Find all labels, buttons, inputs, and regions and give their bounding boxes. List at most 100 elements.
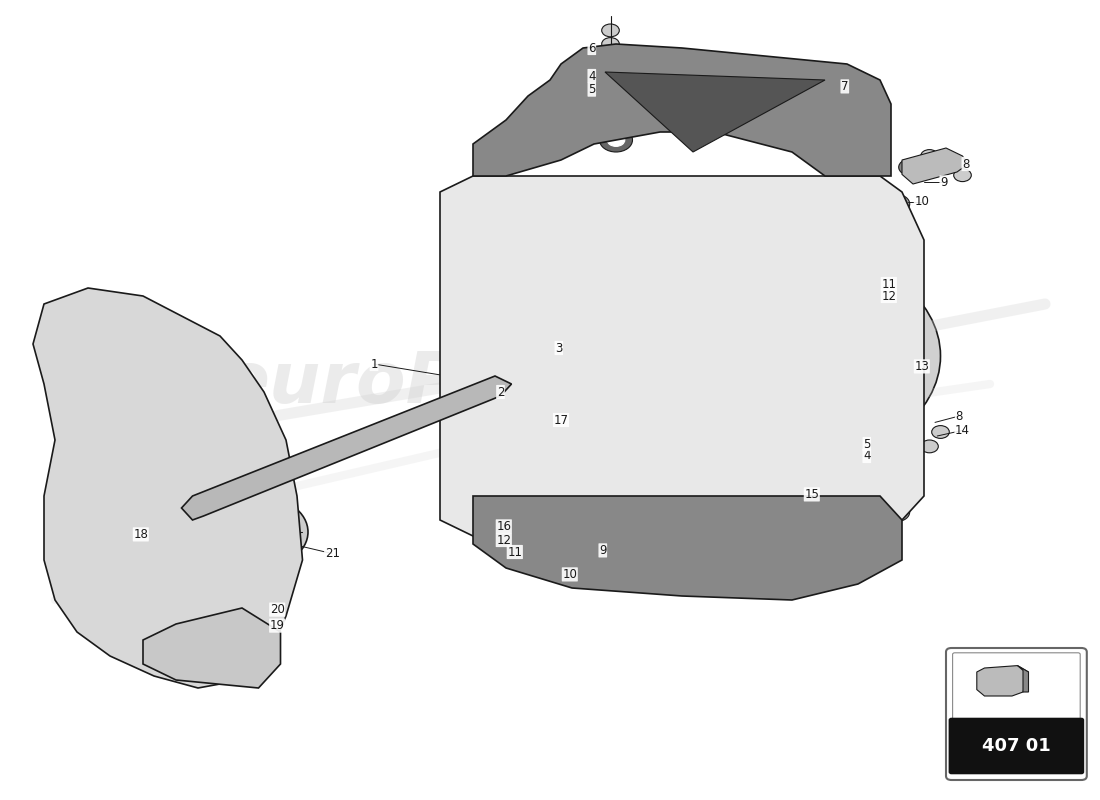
Text: 10: 10 (914, 195, 929, 208)
Circle shape (932, 426, 949, 438)
Text: 12: 12 (496, 534, 512, 546)
Text: 15: 15 (804, 488, 820, 501)
Text: 19: 19 (270, 619, 285, 632)
Text: 13: 13 (914, 360, 929, 373)
Polygon shape (143, 608, 280, 688)
Circle shape (242, 668, 264, 684)
Text: 8: 8 (956, 410, 962, 422)
Circle shape (695, 70, 713, 82)
Circle shape (478, 488, 500, 504)
Circle shape (641, 178, 668, 198)
Text: 10: 10 (562, 568, 578, 581)
Text: 18: 18 (133, 528, 148, 541)
Circle shape (669, 534, 695, 554)
Polygon shape (1018, 666, 1028, 692)
FancyBboxPatch shape (953, 653, 1080, 724)
Text: 9: 9 (600, 544, 606, 557)
Text: 7: 7 (842, 80, 848, 93)
Ellipse shape (493, 380, 537, 412)
Text: 12: 12 (881, 290, 896, 302)
Circle shape (761, 126, 779, 138)
Circle shape (644, 248, 940, 464)
Circle shape (688, 64, 720, 88)
Circle shape (487, 186, 514, 206)
Text: 5: 5 (588, 83, 595, 96)
Circle shape (500, 516, 522, 532)
Polygon shape (977, 666, 1028, 696)
Circle shape (576, 531, 590, 541)
Circle shape (899, 454, 916, 466)
Circle shape (754, 120, 786, 144)
Circle shape (459, 355, 542, 416)
Circle shape (578, 68, 610, 92)
Polygon shape (182, 376, 512, 520)
Circle shape (883, 194, 910, 214)
Circle shape (165, 496, 242, 552)
Circle shape (119, 322, 145, 342)
Circle shape (666, 264, 918, 448)
Text: 4: 4 (588, 70, 595, 82)
Circle shape (883, 502, 910, 522)
Circle shape (490, 502, 512, 518)
Text: 6: 6 (588, 42, 595, 54)
Circle shape (954, 169, 971, 182)
Polygon shape (33, 288, 302, 688)
Circle shape (598, 575, 612, 585)
Text: 407 01: 407 01 (982, 738, 1050, 755)
FancyBboxPatch shape (946, 648, 1087, 780)
Polygon shape (902, 148, 968, 184)
Circle shape (816, 82, 834, 94)
Circle shape (779, 530, 805, 550)
Circle shape (808, 76, 842, 100)
Circle shape (148, 588, 182, 612)
Text: 11: 11 (881, 278, 896, 290)
Circle shape (184, 510, 223, 538)
Circle shape (104, 312, 160, 352)
Circle shape (487, 346, 514, 366)
Text: 16: 16 (496, 520, 512, 533)
Polygon shape (473, 496, 902, 600)
Circle shape (641, 514, 668, 534)
Circle shape (602, 51, 619, 64)
Circle shape (160, 644, 182, 660)
Circle shape (99, 452, 132, 476)
Circle shape (99, 516, 132, 540)
Circle shape (204, 640, 226, 656)
Circle shape (602, 38, 619, 50)
Circle shape (675, 539, 689, 549)
Circle shape (785, 535, 799, 545)
Polygon shape (440, 176, 924, 536)
Circle shape (515, 464, 537, 480)
Text: 3: 3 (556, 342, 562, 354)
Text: 4: 4 (864, 450, 870, 462)
Circle shape (899, 159, 921, 175)
Circle shape (231, 632, 253, 648)
Circle shape (600, 128, 632, 152)
Ellipse shape (482, 372, 548, 420)
Text: 2: 2 (497, 386, 504, 398)
Circle shape (921, 150, 938, 162)
Circle shape (899, 442, 916, 454)
Circle shape (921, 440, 938, 453)
Text: 14: 14 (955, 424, 970, 437)
Circle shape (209, 496, 308, 568)
Circle shape (602, 24, 619, 37)
Circle shape (487, 514, 514, 534)
Circle shape (693, 284, 891, 428)
Text: 20: 20 (270, 603, 285, 616)
Text: 9: 9 (940, 176, 947, 189)
Circle shape (476, 368, 525, 403)
Circle shape (104, 484, 138, 508)
Circle shape (570, 526, 596, 546)
Text: 17: 17 (553, 414, 569, 426)
Text: 1: 1 (371, 358, 377, 370)
Polygon shape (605, 72, 825, 152)
Circle shape (116, 564, 148, 588)
FancyBboxPatch shape (949, 718, 1084, 774)
Circle shape (937, 159, 955, 172)
Polygon shape (473, 44, 891, 176)
Circle shape (741, 571, 755, 581)
Circle shape (228, 510, 289, 554)
Text: euroParts: euroParts (220, 350, 616, 418)
Circle shape (143, 480, 264, 568)
